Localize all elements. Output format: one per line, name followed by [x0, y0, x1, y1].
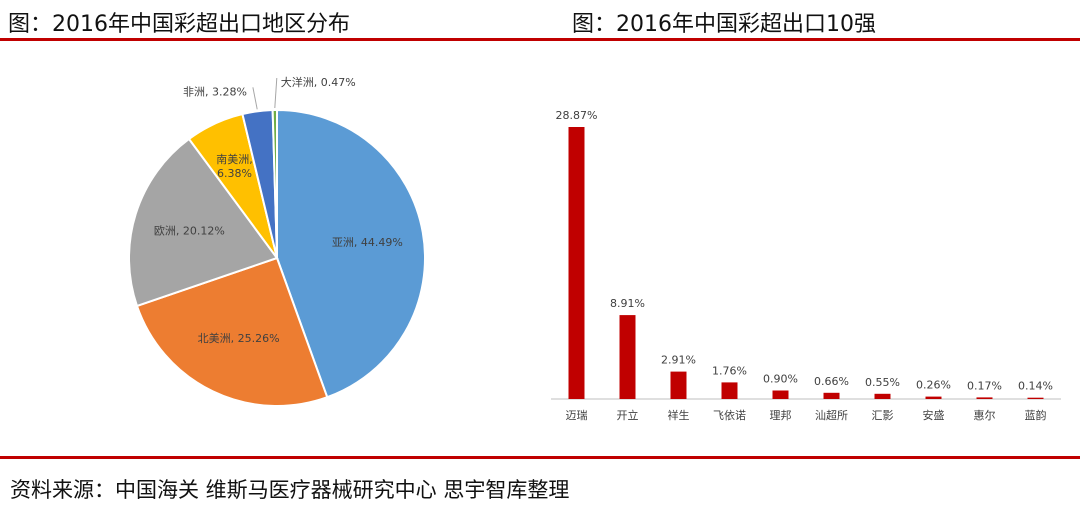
pie-leader-5 — [274, 77, 278, 109]
bar-6 — [874, 393, 891, 399]
pie-label-0: 亚洲, 44.49% — [332, 236, 403, 249]
bar-chart: 28.87% 迈瑞 8.91% 开立 2.91% 祥生 1.76% 飞依诺 0.90% 理邦 0.6… — [551, 109, 1061, 422]
bar-category-label-9: 蓝韵 — [1025, 408, 1047, 422]
bar-data-label-6: 0.55% — [865, 376, 900, 389]
pie-label-4: 非洲, 3.28% — [183, 85, 247, 98]
bar-4 — [772, 390, 789, 399]
bar-category-label-8: 惠尔 — [974, 408, 996, 422]
pie-label-2: 欧洲, 20.12% — [154, 225, 225, 238]
bar-8 — [976, 397, 993, 399]
bar-data-label-9: 0.14% — [1018, 380, 1053, 393]
bar-5 — [823, 392, 840, 399]
bar-category-label-6: 汇影 — [872, 409, 894, 422]
pie-slice-2 — [128, 137, 279, 308]
bar-0 — [568, 127, 585, 399]
bar-data-label-8: 0.17% — [967, 379, 1002, 392]
bar-category-label-5: 汕超所 — [815, 408, 848, 422]
bar-data-label-1: 8.91% — [610, 297, 645, 310]
bar-data-label-7: 0.26% — [916, 379, 951, 392]
bar-9 — [1027, 397, 1044, 399]
bar-data-label-5: 0.66% — [814, 375, 849, 388]
bar-category-label-3: 飞依诺 — [713, 409, 746, 422]
bar-7 — [925, 396, 942, 399]
pie-slice-5 — [271, 108, 278, 259]
pie-label-3: 南美洲, 6.38% — [216, 153, 253, 180]
bar-category-label-0: 迈瑞 — [566, 408, 588, 422]
bar-data-label-4: 0.90% — [763, 373, 798, 386]
bar-category-label-2: 祥生 — [668, 408, 690, 422]
bar-3 — [721, 382, 738, 399]
pie-label-5: 大洋洲, 0.47% — [281, 75, 356, 89]
bar-data-label-0: 28.87% — [556, 109, 598, 122]
bar-category-label-1: 开立 — [617, 408, 639, 422]
bar-chart-title: 图：2016年中国彩超出口10强 — [572, 12, 876, 37]
pie-leader-4 — [252, 87, 258, 110]
bar-category-label-7: 安盛 — [923, 408, 945, 422]
pie-chart-title: 图：2016年中国彩超出口地区分布 — [8, 12, 350, 37]
pie-slice-1 — [135, 256, 329, 407]
bar-1 — [619, 315, 636, 399]
source-note: 资料来源：中国海关 维斯马医疗器械研究中心 思宇智库整理 — [10, 478, 570, 502]
bar-2 — [670, 371, 687, 399]
pie-slice-0 — [276, 108, 427, 399]
bar-data-label-2: 2.91% — [661, 354, 696, 367]
pie-label-1: 北美洲, 25.26% — [198, 332, 280, 345]
header-divider — [0, 38, 1080, 41]
pie-chart: 亚洲, 44.49% 北美洲, 25.26% 欧洲, 20.12% 南美洲, 6.38%… — [128, 75, 427, 407]
footer-divider — [0, 456, 1080, 459]
bar-category-label-4: 理邦 — [770, 409, 792, 422]
bar-data-label-3: 1.76% — [712, 364, 747, 377]
